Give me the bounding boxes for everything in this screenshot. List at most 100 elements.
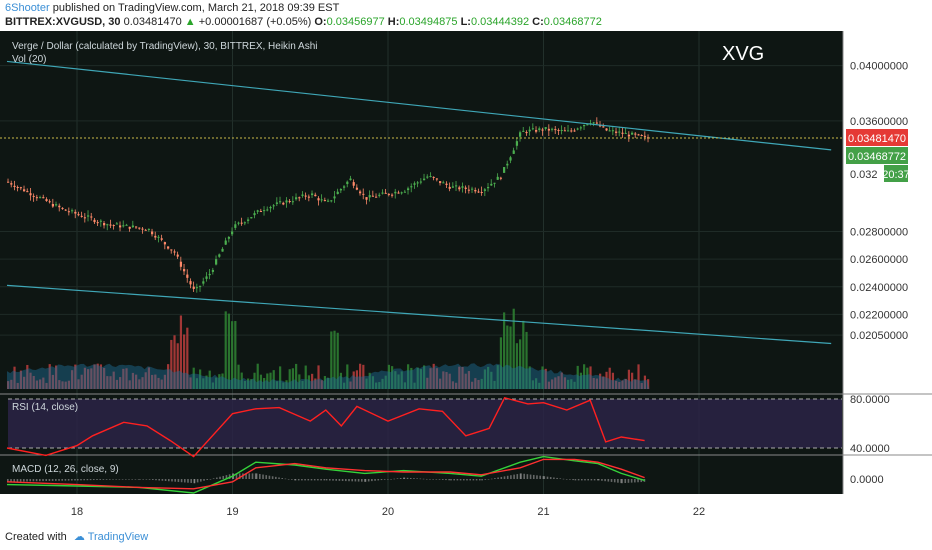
macd-histogram-bar	[58, 479, 60, 481]
candle-body	[573, 130, 576, 132]
volume-bar	[109, 376, 112, 389]
macd-histogram-bar	[13, 479, 16, 482]
macd-histogram-bar	[209, 479, 212, 480]
macd-histogram-bar	[177, 479, 180, 482]
tradingview-link[interactable]: TradingView	[87, 531, 149, 543]
candle-body	[189, 281, 192, 285]
volume-bar	[599, 373, 602, 389]
volume-bar	[563, 377, 567, 389]
volume-bar	[39, 379, 42, 389]
volume-ma-area	[7, 363, 650, 389]
price-tick-label: 0.02050000	[850, 330, 908, 342]
volume-bar	[26, 364, 29, 389]
candle-body	[576, 128, 579, 130]
volume-bar	[602, 376, 605, 389]
macd-histogram-bar	[131, 479, 133, 480]
macd-histogram-bar	[297, 479, 300, 481]
candle-body	[371, 195, 375, 197]
rsi-axis: 80.0000 40.0000	[850, 394, 890, 455]
volume-bar	[429, 368, 432, 389]
volume-bar	[125, 368, 128, 389]
candle-body	[483, 189, 487, 191]
candle-body	[423, 178, 426, 181]
volume-bar	[151, 374, 154, 389]
volume-bar	[355, 370, 359, 389]
volume-bar	[272, 370, 275, 389]
candle-body	[570, 130, 573, 132]
candle-body	[519, 132, 522, 137]
countdown-badge-text: 20:37	[882, 169, 910, 181]
candle-body	[499, 177, 503, 179]
candle-body	[477, 191, 480, 193]
candle-body	[378, 194, 381, 196]
volume-bar	[589, 366, 592, 389]
macd-histogram-bar	[42, 479, 44, 482]
macd-histogram-bar	[574, 479, 577, 481]
macd-histogram-bar	[80, 479, 82, 481]
candle-body	[298, 197, 301, 199]
volume-bar	[627, 369, 631, 389]
candle-body	[227, 237, 231, 239]
candle-body	[352, 182, 355, 186]
volume-bar	[586, 367, 589, 389]
candle-body	[61, 207, 64, 209]
rsi-tick-label: 80.0000	[850, 394, 890, 406]
volume-bar	[624, 378, 627, 389]
volume-bar	[423, 365, 426, 389]
macd-histogram-bar	[348, 479, 350, 482]
chart-canvas[interactable]: Verge / Dollar (calculated by TradingVie…	[0, 31, 932, 526]
author-link[interactable]: 6Shooter	[5, 2, 50, 14]
candle-body	[615, 131, 618, 133]
volume-bar	[144, 372, 147, 389]
macd-histogram-bar	[105, 479, 108, 480]
candle-body	[90, 216, 93, 218]
volume-bar	[77, 379, 80, 389]
volume-bar	[154, 374, 157, 389]
candle-body	[416, 182, 419, 184]
candle-body	[448, 186, 451, 189]
volume-bar	[474, 378, 477, 389]
candle-body	[163, 242, 167, 245]
macd-histogram-bar	[413, 478, 415, 479]
candle-body	[586, 124, 589, 126]
volume-bar	[323, 376, 327, 389]
candle-body	[339, 189, 343, 191]
candle-body	[247, 219, 250, 221]
volume-bar	[247, 378, 250, 389]
macd-histogram-bar	[621, 479, 623, 484]
volume-bar	[499, 337, 503, 389]
footer: Created with ☁ TradingView	[5, 530, 148, 543]
macd-histogram-bar	[620, 479, 622, 484]
volume-bar	[96, 363, 99, 389]
candle-body	[259, 211, 263, 213]
volume-bar	[115, 379, 119, 389]
candle-body	[269, 206, 272, 209]
macd-histogram-bar	[640, 479, 643, 483]
volume-bar	[23, 376, 26, 389]
candle-body	[19, 187, 23, 189]
macd-histogram-bar	[238, 473, 241, 479]
macd-histogram-bar	[607, 479, 610, 482]
volume-bar	[147, 367, 151, 389]
candle-body	[445, 183, 448, 185]
macd-histogram-bar	[393, 478, 396, 480]
volume-bar	[365, 378, 368, 389]
macd-histogram-bar	[248, 473, 251, 479]
macd-histogram-bar	[193, 479, 196, 484]
macd-histogram-bar	[317, 479, 319, 481]
volume-bar	[224, 311, 227, 389]
macd-histogram-bar	[497, 477, 499, 479]
candle-body	[323, 200, 327, 202]
macd-histogram-bar	[196, 479, 199, 483]
macd-histogram-bar	[313, 479, 316, 481]
macd-histogram-bar	[271, 476, 274, 479]
candle-body	[275, 202, 279, 204]
candle-body	[147, 228, 151, 230]
macd-histogram-bar	[459, 479, 462, 481]
macd-histogram-bar	[445, 479, 447, 481]
candle-body	[256, 210, 259, 212]
macd-histogram-bar	[102, 479, 105, 480]
volume-bar	[557, 376, 560, 389]
candle-body	[627, 134, 631, 137]
volume-bar	[458, 366, 461, 389]
